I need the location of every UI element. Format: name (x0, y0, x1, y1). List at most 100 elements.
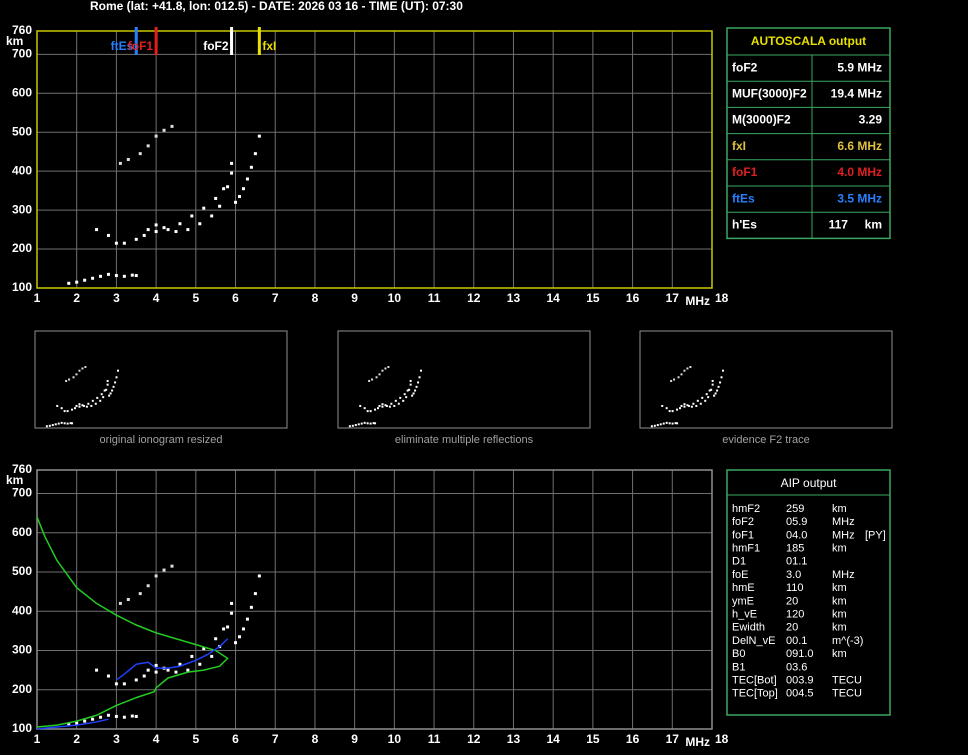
trace-point (48, 424, 51, 427)
param-value: 117 km (829, 217, 882, 231)
y-tick-label: 400 (12, 603, 32, 617)
trace-point (686, 367, 689, 370)
y-tick-label: 300 (12, 643, 32, 657)
trace-point (83, 278, 87, 282)
trace-point (683, 403, 686, 406)
param-value: 6.6 MHz (837, 139, 882, 153)
trace-point (257, 134, 261, 138)
aip-cell: Ewidth (732, 622, 765, 634)
param-value: 4.0 MHz (837, 165, 882, 179)
trace-point (230, 611, 234, 615)
aip-cell: foF1 (732, 529, 754, 541)
trace-point (54, 423, 57, 426)
trace-point (174, 230, 178, 234)
trace-point (245, 177, 249, 181)
trace-point (214, 637, 218, 641)
trace-point (656, 424, 659, 427)
trace-point (106, 379, 109, 382)
trace-point (403, 393, 406, 396)
trace-point (409, 383, 412, 386)
trace-point (111, 389, 114, 392)
trace-point (680, 373, 683, 376)
trace-point (414, 389, 417, 392)
y-tick-label: 700 (12, 47, 32, 61)
trace-point (238, 194, 241, 198)
aip-cell: 00.1 (786, 635, 807, 647)
trace-point (142, 674, 146, 678)
trace-point (230, 601, 234, 605)
profile-line (36, 516, 229, 728)
thumbnail-frame (639, 330, 893, 429)
x-tick-label: 5 (192, 291, 199, 305)
trace-point (162, 226, 166, 230)
trace-point (109, 392, 112, 395)
trace-point (668, 410, 671, 413)
aip-cell: [PY] (865, 529, 886, 541)
trace-point (249, 165, 253, 169)
aip-cell: foF2 (732, 516, 754, 528)
profile-line (36, 718, 109, 730)
trace-point (710, 388, 713, 391)
trace-point (253, 152, 257, 156)
trace-point (234, 641, 238, 645)
trace-point (699, 402, 702, 405)
x-tick-label: 17 (666, 291, 680, 305)
x-tick-label: 12 (467, 732, 481, 746)
x-tick-label: 11 (428, 732, 441, 746)
trace-point (230, 161, 234, 165)
trace-point (67, 722, 71, 726)
trace-point (57, 422, 60, 425)
trace-point (66, 422, 69, 425)
marker-label: foF2 (203, 39, 229, 53)
aip-cell: TEC[Bot] (732, 675, 777, 687)
trace-point (67, 281, 71, 285)
trace-point (154, 134, 158, 138)
trace-point (363, 421, 366, 424)
trace-point (154, 223, 158, 227)
trace-point (130, 714, 134, 718)
header: Rome (lat: +41.8, lon: 012.5) - DATE: 20… (90, 0, 463, 13)
trace-point (122, 241, 126, 245)
trace-point (371, 378, 374, 381)
aip-cell: 3.0 (786, 569, 801, 581)
trace-point (692, 402, 695, 405)
trace-point (146, 144, 150, 148)
trace-point (387, 366, 390, 369)
trace-point (369, 422, 372, 425)
x-tick-label: 11 (428, 291, 441, 305)
trace-point (253, 592, 257, 596)
aip-frame (726, 469, 891, 716)
aip-cell: 05.9 (786, 516, 807, 528)
trace-point (81, 367, 84, 370)
x-tick-label: 3 (113, 291, 120, 305)
trace-point (162, 568, 166, 572)
trace-point (114, 274, 118, 278)
trace-point (122, 715, 126, 719)
trace-point (51, 424, 54, 427)
trace-point (99, 715, 103, 719)
trace-point (378, 373, 381, 376)
x-tick-label: 18 (715, 732, 729, 746)
trace-point (406, 389, 409, 392)
trace-point (166, 228, 170, 232)
trace-point (408, 388, 411, 391)
trace-point (106, 674, 110, 678)
trace-point (114, 714, 118, 718)
trace-point (68, 378, 71, 381)
trace-point (138, 152, 142, 156)
trace-point (377, 407, 380, 410)
trace-point (90, 404, 93, 407)
x-tick-label: 13 (507, 291, 521, 305)
trace-point (94, 402, 97, 405)
aip-cell: B0 (732, 648, 745, 660)
y-tick-label: 400 (12, 163, 32, 177)
trace-point (186, 228, 190, 232)
y-tick-label: 700 (12, 486, 32, 500)
trace-point (45, 425, 48, 428)
trace-point (106, 272, 110, 276)
trace-point (363, 407, 366, 410)
y-tick-label: 100 (12, 280, 32, 294)
x-tick-label: 7 (272, 291, 279, 305)
trace-point (705, 393, 708, 396)
aip-cell: hmE (732, 582, 755, 594)
